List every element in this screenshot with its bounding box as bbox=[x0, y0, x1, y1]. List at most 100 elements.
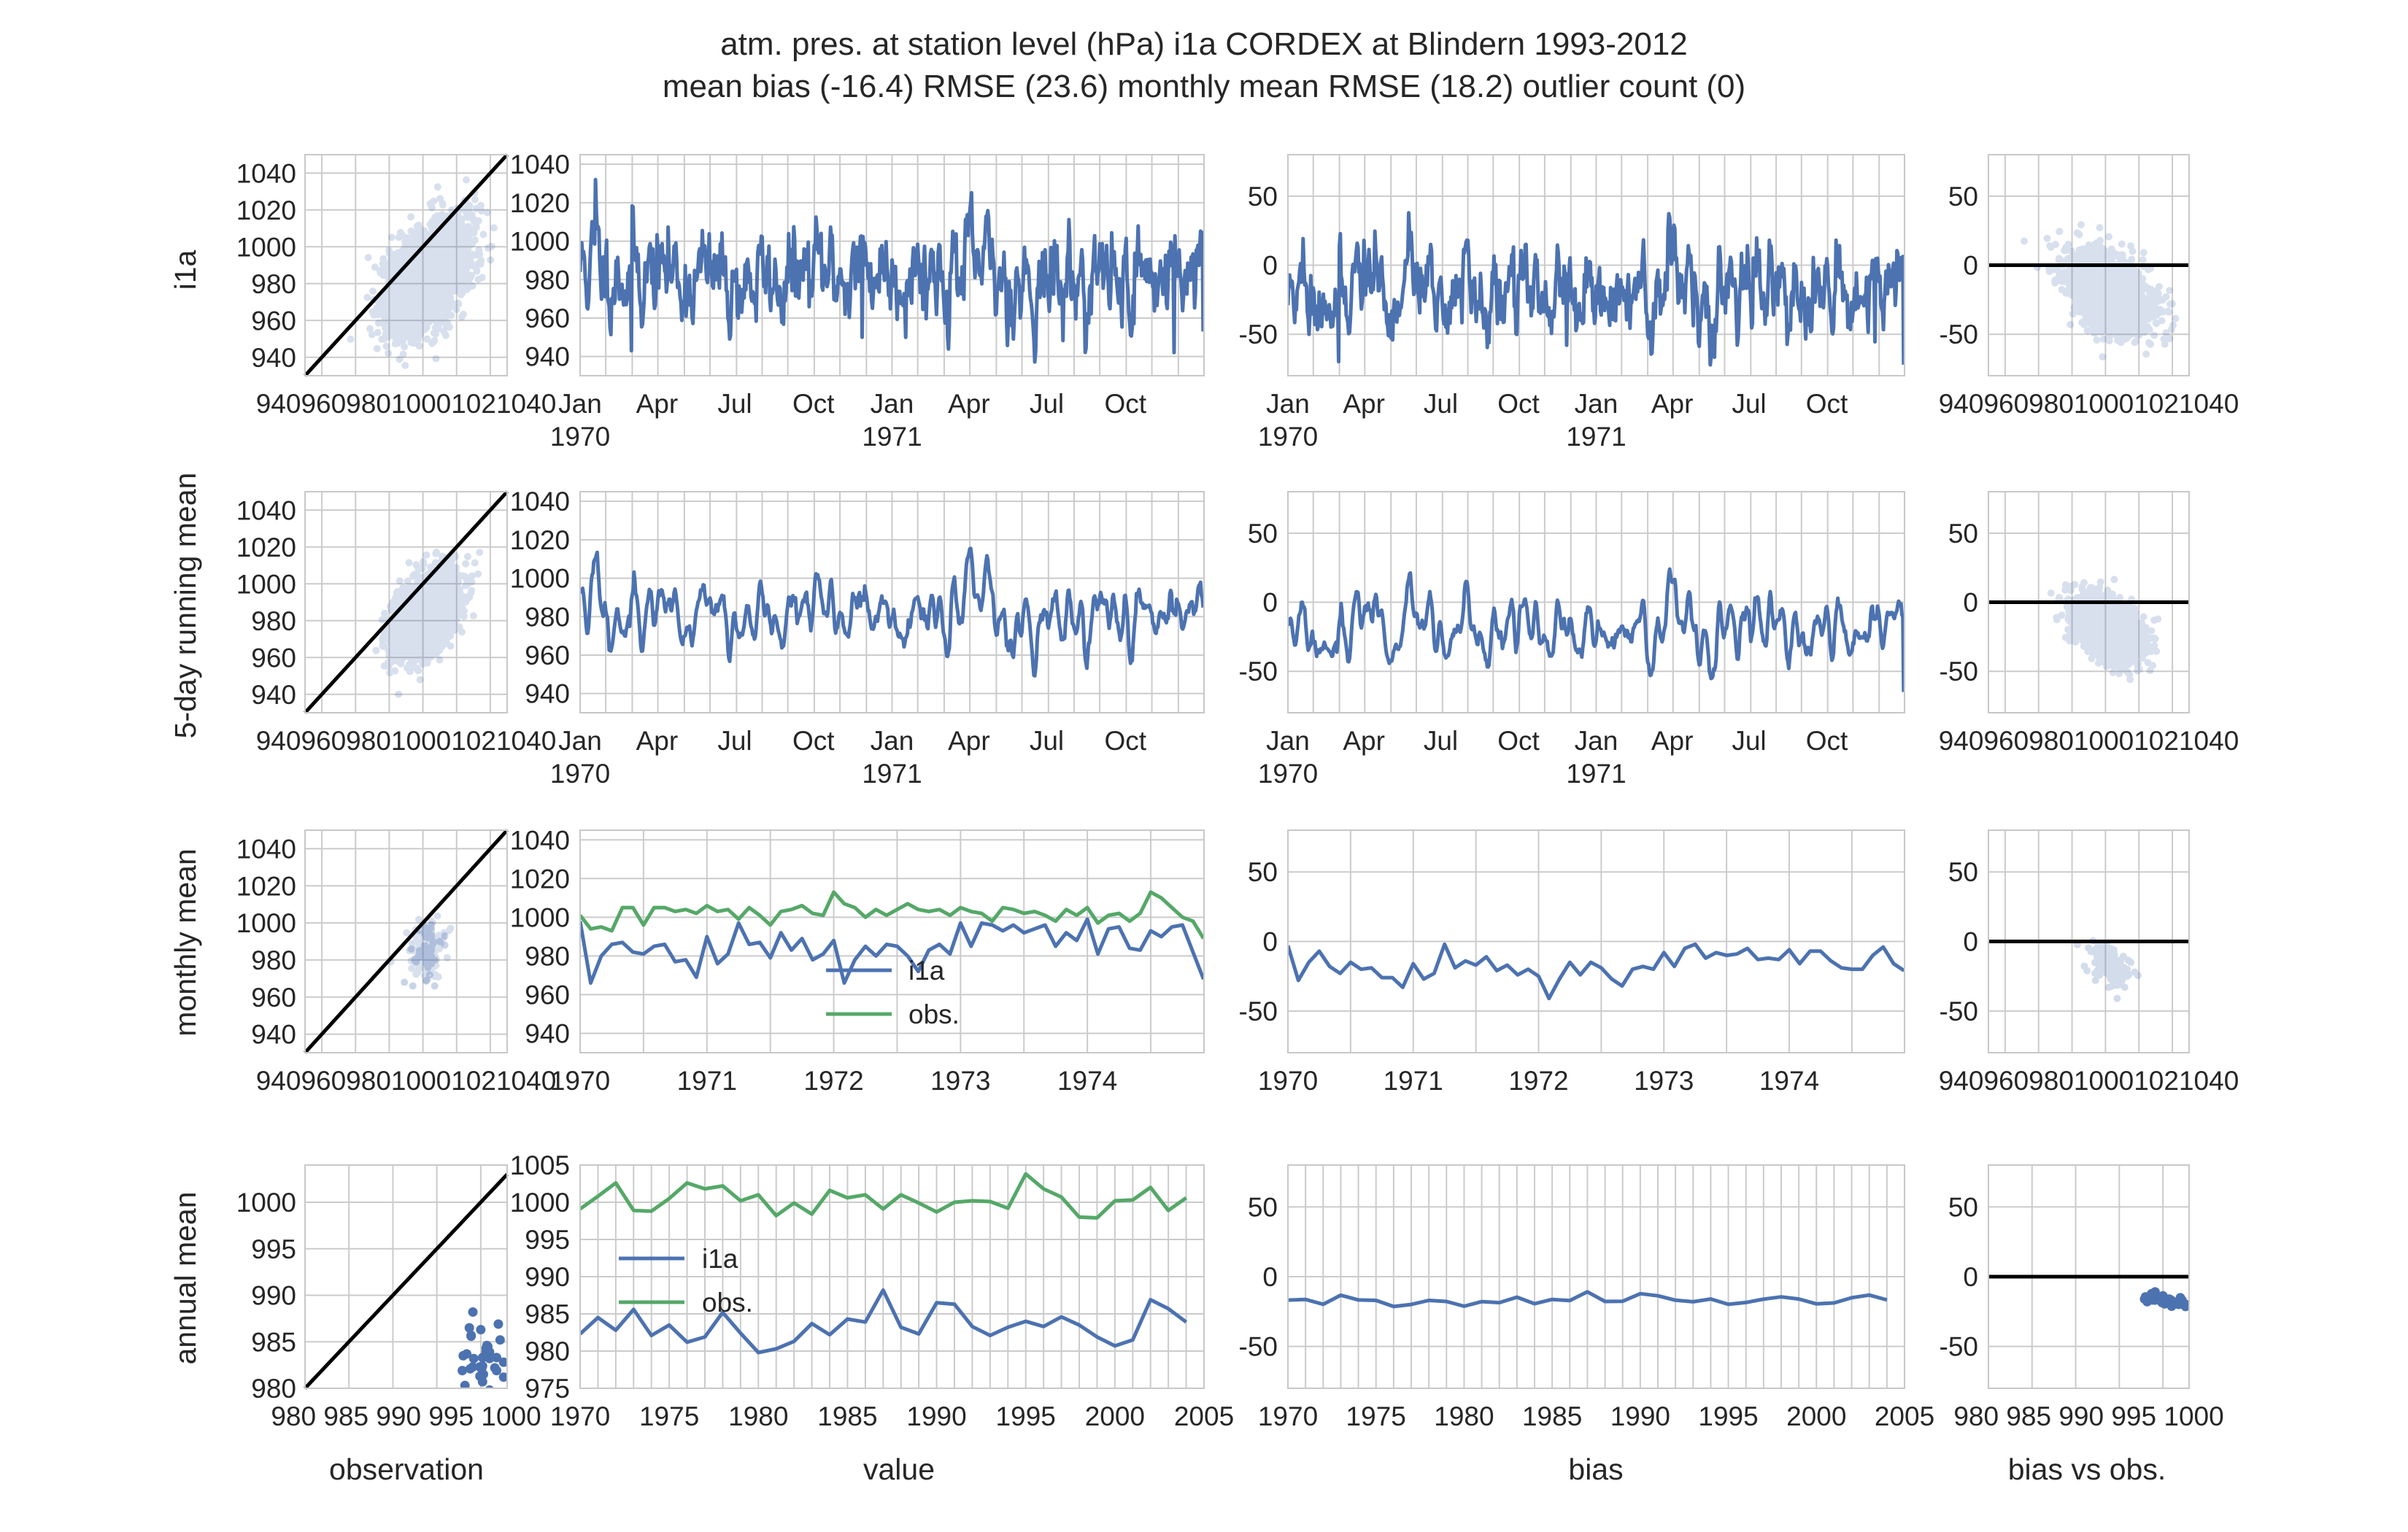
x-tick-label: 1972 bbox=[803, 1066, 863, 1096]
x-tick-labels: 94096098010001021040 bbox=[256, 726, 557, 756]
x-tick-label: Jan bbox=[1266, 726, 1310, 756]
plot-area bbox=[1288, 1290, 1888, 1309]
y-tick-label: 985 bbox=[251, 1327, 296, 1357]
y-tick-label: 0 bbox=[1262, 251, 1278, 281]
x-tick-labels: 980 985 990 995 1000 bbox=[1953, 1401, 2223, 1431]
x-tick-label: Apr bbox=[948, 726, 990, 756]
plot-area bbox=[347, 176, 498, 370]
series-line-model bbox=[580, 917, 1204, 985]
scatter-point bbox=[478, 1369, 488, 1380]
y-tick-label: 50 bbox=[1948, 182, 1978, 212]
scatter-point bbox=[458, 1366, 468, 1376]
scatter-point bbox=[460, 1380, 470, 1388]
x-tick-label: Oct bbox=[792, 726, 835, 756]
x-tick-labels: 980 985 990 995 1000 bbox=[271, 1401, 541, 1431]
plot-area bbox=[580, 177, 1204, 364]
x-tick-label: 1985 bbox=[1522, 1401, 1582, 1431]
x-tick-label: 1970 bbox=[1258, 1066, 1318, 1096]
scatter-point bbox=[458, 1350, 468, 1361]
y-tick-label: -50 bbox=[1940, 1332, 1978, 1362]
bias-series-panel-5day: 50 0 -50 Jan Apr Jul Oct Jan Apr Jul Oct 1970 1971 bbox=[1239, 491, 1905, 789]
scatter-point bbox=[465, 1363, 475, 1374]
x-tick-year-label: 1970 bbox=[550, 759, 610, 789]
axes-frame bbox=[579, 154, 1205, 376]
x-tick-label: Jul bbox=[1424, 389, 1458, 419]
scatter-point bbox=[476, 1325, 486, 1335]
y-tick-label: 980 bbox=[251, 606, 296, 636]
x-tick-label: Jul bbox=[1424, 726, 1458, 756]
y-tick-label: 1040 bbox=[510, 487, 570, 517]
x-tick-label: Oct bbox=[1104, 389, 1146, 419]
plot-area bbox=[1288, 567, 1905, 692]
scatter-point bbox=[2191, 1299, 2201, 1309]
x-tick-label: Jan bbox=[1575, 389, 1618, 419]
y-tick-label: 1005 bbox=[510, 1150, 570, 1180]
y-tick-label: 940 bbox=[525, 342, 570, 372]
subplot-grid: 940 960 980 1000 1020 1040 9409609801000102104… bbox=[236, 150, 2239, 1431]
x-tick-year-label: 1971 bbox=[862, 759, 922, 789]
y-tick-label: 0 bbox=[1262, 927, 1278, 957]
series-line-obs bbox=[580, 890, 1204, 940]
x-tick-label: 1972 bbox=[1508, 1066, 1568, 1096]
y-tick-label: 990 bbox=[525, 1262, 570, 1292]
plot-area bbox=[2139, 1287, 2201, 1312]
bias-scatter-panel-row0: 50 0 -50 94096098010001021040 bbox=[1939, 154, 2239, 419]
bias-series-panel-daily: 50 0 -50 Jan Apr Jul Oct Jan Apr Jul Oct 1970 1971 bbox=[1239, 154, 1905, 452]
x-tick-labels: 94096098010001021040 bbox=[256, 1066, 557, 1096]
plot-area bbox=[372, 549, 484, 698]
grid bbox=[305, 492, 507, 713]
y-tick-label: 960 bbox=[525, 980, 570, 1010]
y-tick-label: 50 bbox=[1948, 857, 1978, 887]
x-tick-label: 1990 bbox=[1610, 1401, 1670, 1431]
series-line-bias bbox=[1288, 942, 1905, 1001]
x-tick-label: Jan bbox=[1575, 726, 1618, 756]
x-tick-label: Jan bbox=[1266, 389, 1310, 419]
x-tick-label: 2000 bbox=[1085, 1401, 1145, 1431]
x-tick-labels: 94096098010001021040 bbox=[1939, 389, 2239, 419]
x-tick-label: 1980 bbox=[728, 1401, 788, 1431]
scatter-point bbox=[468, 1307, 478, 1317]
legend-annual: i1a obs. bbox=[619, 1244, 753, 1318]
x-tick-labels: 94096098010001021040 bbox=[1939, 1066, 2239, 1096]
y-tick-label: 940 bbox=[525, 1018, 570, 1048]
x-tick-label: 2005 bbox=[1174, 1401, 1234, 1431]
x-tick-label: Oct bbox=[1806, 726, 1848, 756]
x-tick-label: Jan bbox=[558, 726, 602, 756]
scatter-point bbox=[509, 1347, 519, 1356]
y-tick-label: 1000 bbox=[510, 1188, 570, 1218]
x-tick-label: 1975 bbox=[1346, 1401, 1406, 1431]
y-tick-label: 1020 bbox=[510, 525, 570, 555]
y-tick-label: 1040 bbox=[236, 834, 296, 864]
scatter-points bbox=[372, 549, 484, 698]
x-tick-label: 1985 bbox=[817, 1401, 877, 1431]
bias-scatter-panel-row2: 50 0 -50 94096098010001021040 bbox=[1939, 829, 2239, 1096]
grid bbox=[579, 830, 1204, 1053]
y-tick-label: 0 bbox=[1963, 1262, 1978, 1292]
y-tick-label: -50 bbox=[1239, 320, 1278, 349]
x-tick-label: Jul bbox=[717, 389, 752, 419]
y-tick-label: 50 bbox=[1248, 519, 1278, 549]
col-label-value: value bbox=[863, 1452, 935, 1486]
x-tick-label: 1973 bbox=[930, 1066, 990, 1096]
plot-area bbox=[2047, 576, 2162, 684]
x-tick-year-label: 1971 bbox=[862, 422, 922, 452]
y-tick-label: 980 bbox=[525, 265, 570, 295]
y-tick-label: 1040 bbox=[510, 825, 570, 855]
y-tick-label: 985 bbox=[525, 1299, 570, 1329]
y-tick-label: 980 bbox=[251, 945, 296, 975]
x-tick-label: Apr bbox=[636, 726, 679, 756]
series-line-bias bbox=[1288, 1290, 1888, 1309]
x-tick-label: Oct bbox=[1104, 726, 1146, 756]
y-tick-label: -50 bbox=[1239, 997, 1278, 1026]
x-tick-label: 1995 bbox=[996, 1401, 1056, 1431]
y-tick-label: 1000 bbox=[510, 564, 570, 594]
y-tick-label: -50 bbox=[1940, 657, 1978, 686]
identity-line bbox=[304, 829, 509, 1054]
scatter-points bbox=[2073, 937, 2142, 1002]
y-tick-label: -50 bbox=[1940, 320, 1978, 349]
value-series-panel-monthly: 940 960 980 1000 1020 1040 1970 1971 1972 1973 197… bbox=[510, 825, 1205, 1096]
y-tick-label: 1020 bbox=[236, 533, 296, 562]
y-tick-label: -50 bbox=[1940, 997, 1978, 1026]
x-tick-label: Jul bbox=[1732, 726, 1766, 756]
